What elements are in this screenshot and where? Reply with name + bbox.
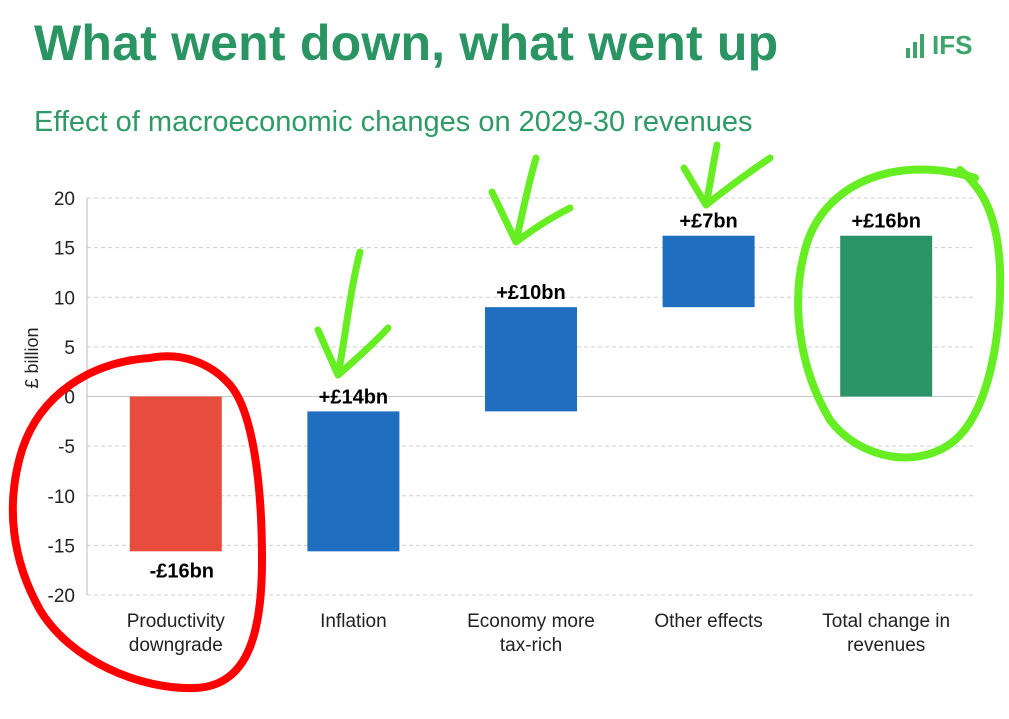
category-label: downgrade bbox=[129, 635, 223, 656]
y-tick-label: -15 bbox=[48, 536, 75, 557]
category-label: tax-rich bbox=[500, 635, 562, 656]
category-label: Other effects bbox=[654, 611, 762, 632]
bar bbox=[662, 235, 755, 308]
checkmark-other-effects-icon bbox=[680, 141, 774, 209]
data-label: -£16bn bbox=[150, 560, 214, 582]
category-label: Economy more bbox=[467, 611, 595, 632]
data-label: +£10bn bbox=[496, 282, 565, 304]
y-tick-label: 5 bbox=[64, 338, 75, 359]
bar bbox=[129, 396, 222, 552]
category-label: Inflation bbox=[320, 611, 387, 632]
checkmark-inflation-icon bbox=[314, 248, 392, 379]
data-label: +£16bn bbox=[851, 211, 920, 233]
page-title: What went down, what went up bbox=[34, 15, 779, 71]
y-tick-label: -10 bbox=[48, 487, 75, 508]
category-labels: Productivity downgrade Inflation Economy mo… bbox=[127, 611, 950, 656]
logo-text: IFS bbox=[932, 30, 973, 60]
red-circle-annotation bbox=[8, 352, 266, 693]
data-labels: -£16bn +£14bn +£10bn +£7bn +£16bn bbox=[150, 211, 921, 583]
checkmark-tax-rich-icon bbox=[488, 154, 574, 246]
y-tick-label: 15 bbox=[54, 239, 75, 260]
category-label: Productivity bbox=[127, 611, 226, 632]
category-label: revenues bbox=[847, 635, 925, 656]
bar bbox=[485, 307, 577, 412]
green-circle-annotation bbox=[794, 165, 1005, 462]
handdrawn-annotations bbox=[8, 141, 1005, 693]
y-tick-label: 20 bbox=[54, 189, 75, 210]
y-tick-label: -20 bbox=[48, 586, 75, 607]
data-label: +£14bn bbox=[319, 386, 388, 408]
y-tick-label: 0 bbox=[64, 388, 75, 409]
bars bbox=[129, 235, 933, 552]
ifs-logo-icon bbox=[906, 34, 924, 58]
y-tick-label: -5 bbox=[58, 437, 75, 458]
y-tick-label: 10 bbox=[54, 288, 75, 309]
bar bbox=[840, 235, 933, 397]
data-label: +£7bn bbox=[679, 211, 737, 233]
y-tick-labels: 20 15 10 5 0 -5 -10 -15 -20 bbox=[48, 189, 75, 607]
y-axis-label: £ billion bbox=[22, 327, 42, 388]
chart-subtitle: Effect of macroeconomic changes on 2029-… bbox=[34, 106, 753, 138]
category-label: Total change in bbox=[822, 611, 950, 632]
bar bbox=[307, 411, 400, 552]
